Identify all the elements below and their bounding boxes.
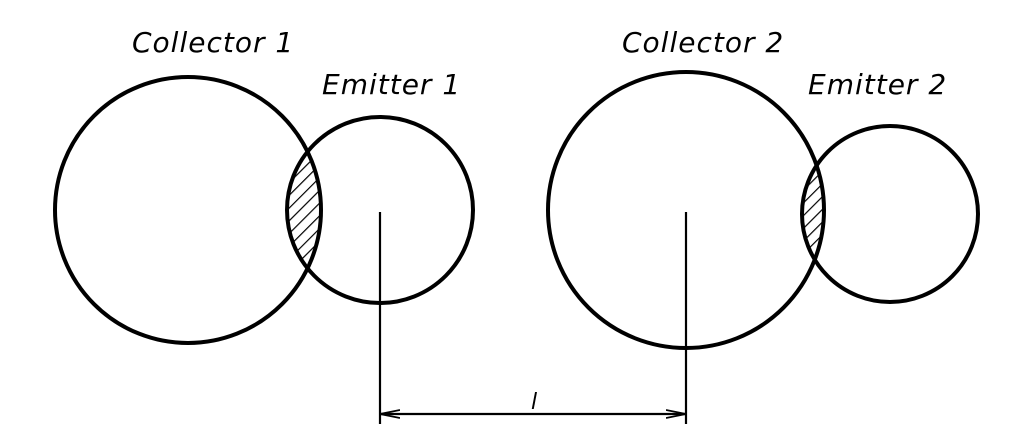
collector-1-circle (53, 75, 323, 345)
collector-1-label: Collector 1 (132, 26, 294, 59)
distance-label: l (531, 390, 537, 415)
pair-2: Collector 2 Emitter 2 (546, 26, 980, 350)
pair-1: Collector 1 Emitter 1 (53, 26, 475, 345)
emitter-2-circle (800, 124, 980, 304)
distance-dimension: l (378, 212, 688, 424)
emitter-2-label: Emitter 2 (808, 68, 947, 101)
emitter-1-label: Emitter 1 (322, 68, 461, 101)
collector-2-label: Collector 2 (622, 26, 784, 59)
